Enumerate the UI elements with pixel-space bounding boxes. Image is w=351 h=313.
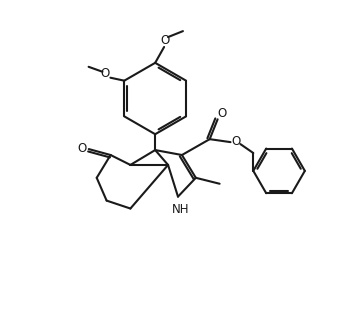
- Text: O: O: [217, 107, 226, 120]
- Text: O: O: [232, 135, 241, 148]
- Text: O: O: [77, 141, 86, 155]
- Text: O: O: [101, 67, 110, 80]
- Text: NH: NH: [172, 203, 190, 216]
- Text: O: O: [160, 33, 170, 47]
